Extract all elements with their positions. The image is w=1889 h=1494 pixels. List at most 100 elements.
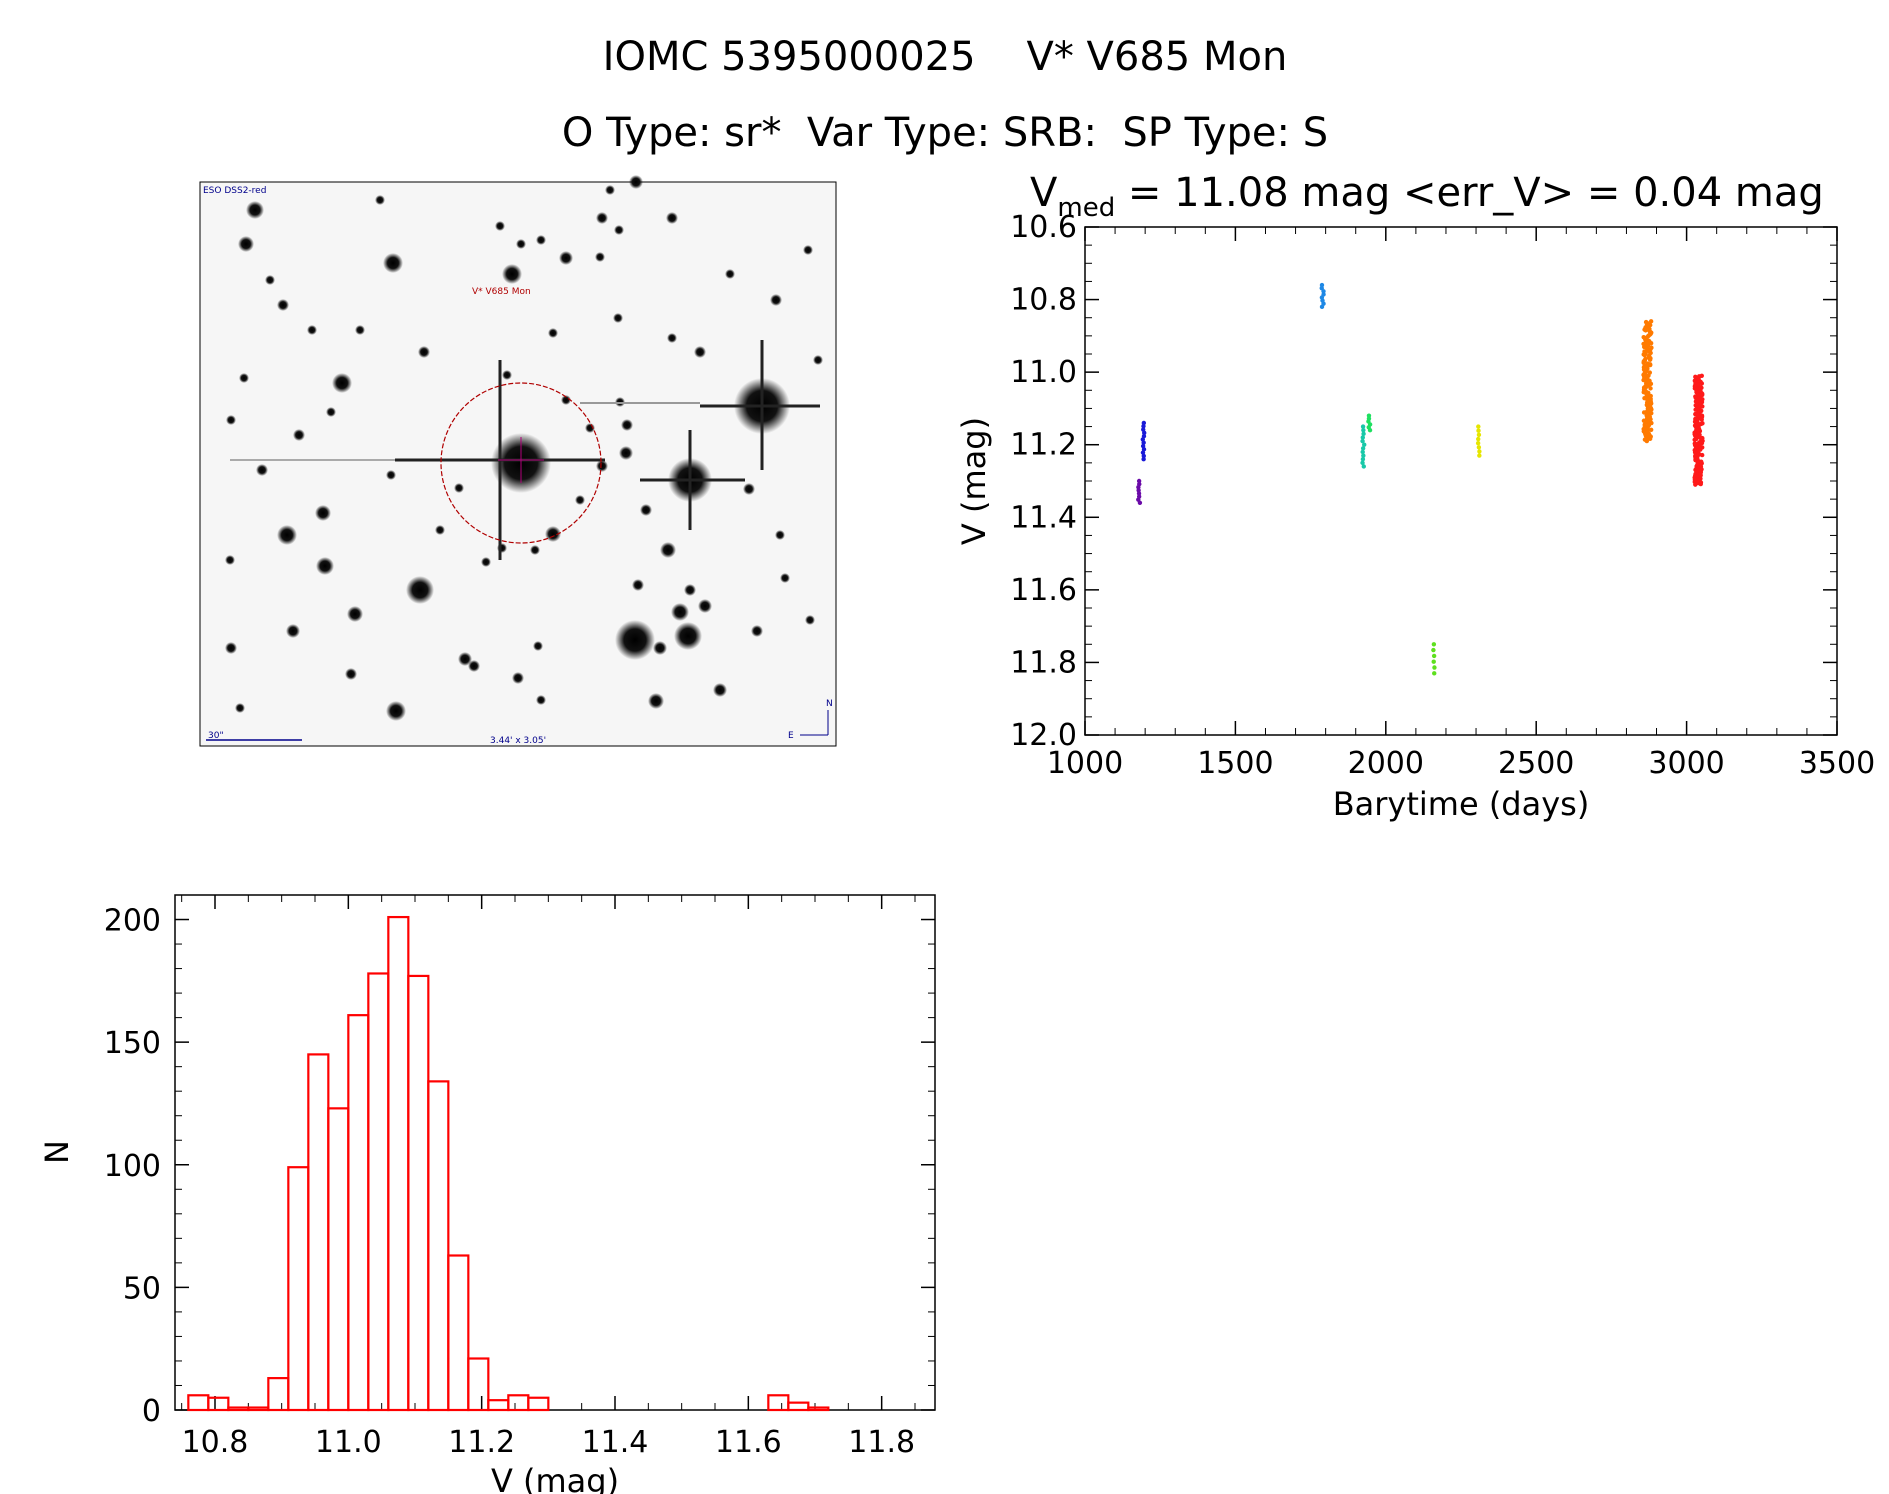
lc-xtick-label: 1500 xyxy=(1197,746,1273,781)
histogram-bar xyxy=(247,1406,270,1412)
lc-point xyxy=(1142,430,1147,436)
hist-xtick-label: 11.4 xyxy=(582,1425,649,1460)
lightcurve-ticks: 1000 1500 2000 2500 3000 3500 10.6 10.8 11.0 11.2… xyxy=(1010,210,1875,781)
lc-ytick-label: 10.8 xyxy=(1010,283,1077,318)
histogram-bar xyxy=(187,1394,210,1412)
histogram-bar xyxy=(427,1080,450,1412)
lightcurve-points xyxy=(1136,282,1705,676)
histogram-bar xyxy=(527,1396,550,1412)
lc-point xyxy=(1141,424,1146,429)
lc-point xyxy=(1647,436,1653,442)
histogram-bar xyxy=(787,1401,810,1412)
lc-point xyxy=(1367,428,1373,433)
histogram-bar xyxy=(227,1406,250,1412)
histogram-chart: 10.8 11.0 11.2 11.4 11.6 11.8 0 50 100 150 200 V (… xyxy=(38,894,936,1494)
hist-ytick-label: 100 xyxy=(104,1149,161,1184)
lc-point xyxy=(1698,447,1703,452)
lc-point xyxy=(1360,449,1365,455)
lc-point xyxy=(1693,482,1698,487)
lc-point xyxy=(1699,381,1705,386)
histogram-bars xyxy=(187,915,830,1412)
hist-ytick-label: 50 xyxy=(123,1271,161,1306)
lc-ytick-label: 10.6 xyxy=(1010,210,1077,245)
lc-point xyxy=(1431,653,1437,659)
lc-point xyxy=(1698,481,1703,487)
lc-point xyxy=(1140,443,1146,449)
histogram-bar xyxy=(287,1166,310,1412)
lc-point xyxy=(1361,428,1366,433)
histogram-bar xyxy=(807,1406,830,1412)
lc-point xyxy=(1141,420,1147,426)
hist-xtick-label: 10.8 xyxy=(182,1425,249,1460)
lc-point xyxy=(1642,395,1647,401)
histogram-xlabel: V (mag) xyxy=(491,1462,619,1494)
lc-xtick-label: 1000 xyxy=(1047,746,1123,781)
finder-target-label: V* V685 Mon xyxy=(472,287,531,297)
compass-north-label: N xyxy=(826,699,833,709)
hist-ytick-label: 200 xyxy=(104,904,161,939)
lc-point xyxy=(1360,424,1366,429)
lc-point xyxy=(1362,442,1367,447)
lc-point xyxy=(1432,671,1437,676)
lightcurve-stats-text: = 11.08 mag <err_V> = 0.04 mag xyxy=(1115,170,1824,216)
lc-point xyxy=(1141,427,1146,432)
lc-point xyxy=(1431,647,1436,653)
lc-point xyxy=(1431,642,1437,647)
histogram-ticks: 10.8 11.0 11.2 11.4 11.6 11.8 0 50 100 150 200 xyxy=(104,895,935,1460)
histogram-bar xyxy=(207,1396,230,1412)
lc-point xyxy=(1476,432,1482,438)
lc-point xyxy=(1648,427,1654,432)
lightcurve-plot-frame xyxy=(1084,226,1838,736)
lc-point xyxy=(1475,440,1481,446)
lc-point xyxy=(1140,437,1146,442)
vmed-symbol: V xyxy=(1030,170,1058,216)
hist-ytick-label: 0 xyxy=(142,1394,161,1429)
lc-point xyxy=(1321,289,1326,294)
histogram-ylabel: N xyxy=(38,1140,76,1164)
lc-point xyxy=(1361,464,1366,469)
histogram-bar xyxy=(507,1394,530,1412)
lc-ytick-label: 11.6 xyxy=(1010,573,1077,608)
lc-point xyxy=(1642,353,1647,358)
histogram-bar xyxy=(347,1014,370,1412)
lc-point xyxy=(1641,377,1646,383)
lc-xtick-label: 3000 xyxy=(1648,746,1724,781)
histogram-bar xyxy=(407,974,430,1412)
lightcurve-ylabel: V (mag) xyxy=(955,417,993,545)
histogram-bar xyxy=(327,1107,350,1412)
lc-point xyxy=(1141,440,1146,445)
hist-xtick-label: 11.8 xyxy=(848,1425,915,1460)
lc-point xyxy=(1643,328,1648,333)
histogram-plot-frame xyxy=(174,894,936,1411)
histogram-bar xyxy=(467,1357,490,1412)
lightcurve-chart: Vmed = 11.08 mag <err_V> = 0.04 mag 1000… xyxy=(955,170,1875,823)
lc-point xyxy=(1432,665,1437,670)
lightcurve-stats: Vmed = 11.08 mag <err_V> = 0.04 mag xyxy=(1030,170,1824,223)
target-circle xyxy=(440,382,602,544)
finder-chart: ESO DSS2-red V* V685 Mon 30" 3.44' x 3.0… xyxy=(199,175,837,747)
lc-point xyxy=(1137,500,1143,505)
lc-point xyxy=(1476,428,1481,433)
lc-point xyxy=(1477,449,1482,454)
page-subtitle: O Type: sr* Var Type: SRB: SP Type: S xyxy=(562,110,1328,156)
lc-point xyxy=(1692,437,1697,442)
finder-scale-label: 30" xyxy=(208,731,224,741)
histogram-bar xyxy=(367,972,390,1412)
lc-point xyxy=(1648,386,1653,391)
lc-point xyxy=(1699,417,1704,422)
lc-point xyxy=(1141,453,1146,459)
lc-ytick-label: 11.8 xyxy=(1010,645,1077,680)
page-title: IOMC 5395000025 V* V685 Mon xyxy=(603,34,1288,80)
histogram-bar xyxy=(767,1394,790,1412)
histogram-bar xyxy=(387,915,410,1412)
lc-point xyxy=(1699,452,1705,458)
lc-point xyxy=(1140,450,1146,455)
lc-point xyxy=(1136,491,1142,496)
lc-point xyxy=(1477,453,1482,458)
lc-point xyxy=(1647,357,1653,362)
lc-point xyxy=(1360,460,1365,466)
histogram-bar xyxy=(267,1377,290,1412)
hist-ytick-label: 150 xyxy=(104,1026,161,1061)
histogram-bar xyxy=(447,1254,470,1412)
finder-fov-label: 3.44' x 3.05' xyxy=(490,736,546,746)
